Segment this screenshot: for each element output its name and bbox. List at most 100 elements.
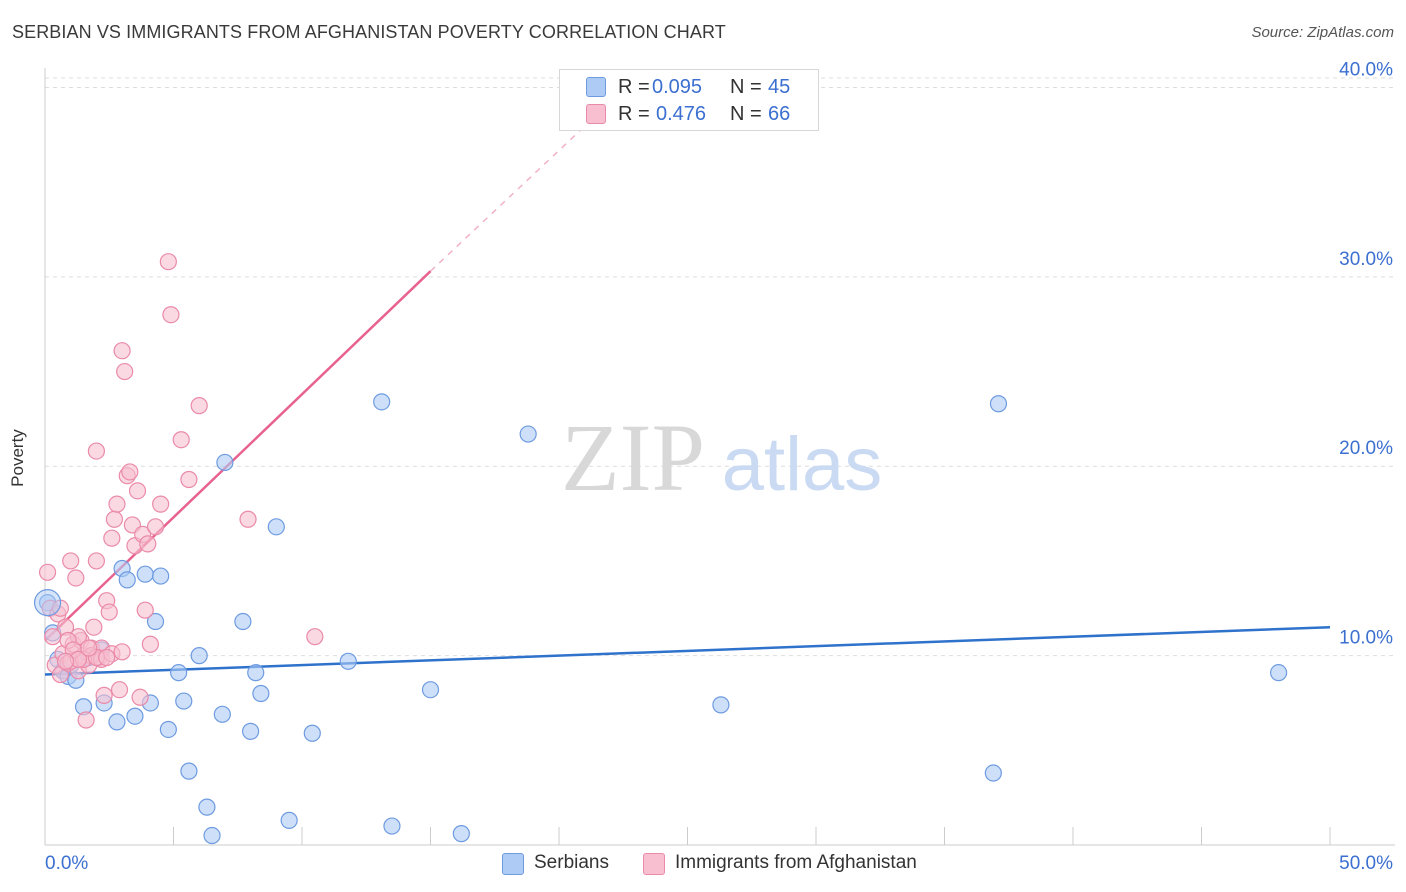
y-tick-label: 30.0% xyxy=(1339,249,1393,270)
afghan-point xyxy=(87,552,106,570)
serbian-point xyxy=(159,720,177,739)
serbians-n-key: N = xyxy=(730,76,762,98)
serbian-point xyxy=(152,567,170,585)
afghan-point xyxy=(98,648,116,667)
serbians-r-value: 0.095 xyxy=(652,76,703,98)
watermark: ZIP atlas xyxy=(561,404,882,511)
afghan-point xyxy=(116,362,134,381)
afghan-point xyxy=(136,601,154,619)
y-tick-label: 10.0% xyxy=(1339,628,1393,649)
afghan-legend-swatch xyxy=(643,853,665,875)
axes xyxy=(44,68,1395,846)
y-tick-label: 20.0% xyxy=(1339,438,1393,459)
afghan-point xyxy=(108,495,126,513)
serbian-point xyxy=(108,713,126,731)
afghan-r-key: R = xyxy=(618,103,650,125)
afghan-point xyxy=(190,397,208,415)
serbian-point xyxy=(373,393,391,411)
afghan-point xyxy=(113,643,131,661)
serbian-point xyxy=(519,425,537,443)
afghan-point xyxy=(141,635,159,653)
serbians-r-key: R = xyxy=(618,76,650,98)
afghan-point xyxy=(67,569,85,587)
serbian-point xyxy=(247,664,265,682)
serbian-point xyxy=(213,705,231,723)
afghan-point xyxy=(87,442,106,460)
x-tick-label: 0.0% xyxy=(45,853,88,874)
afghan-point xyxy=(159,253,177,271)
trend-lines xyxy=(44,77,1331,676)
serbian-point xyxy=(989,395,1008,413)
afghan-legend-label: Immigrants from Afghanistan xyxy=(675,852,917,873)
serbian-point xyxy=(234,612,252,631)
serbian-point xyxy=(118,571,136,589)
serbians-legend-swatch xyxy=(502,853,524,875)
serbians-trend-line xyxy=(44,625,1331,676)
y-tick-label: 40.0% xyxy=(1339,59,1393,80)
serbian-point xyxy=(33,588,62,617)
serbian-point xyxy=(383,817,401,835)
afghan-point xyxy=(85,618,103,636)
serbian-point xyxy=(175,692,193,710)
tick-labels: 10.0% 20.0% 30.0% 40.0% 0.0% 50.0% xyxy=(45,59,1393,874)
x-tick-label: 50.0% xyxy=(1339,853,1393,874)
afghan-point xyxy=(131,688,149,706)
afghan-point xyxy=(162,306,180,324)
serbian-point xyxy=(421,681,440,699)
watermark-zip: ZIP xyxy=(561,404,705,511)
afghan-point xyxy=(110,681,129,699)
serbian-point xyxy=(216,453,234,472)
afghan-trend-line xyxy=(44,270,432,642)
afghan-point xyxy=(121,463,139,481)
afghan-n-key: N = xyxy=(730,103,762,125)
source-credit: Source: ZipAtlas.com xyxy=(1251,24,1394,41)
afghan-point xyxy=(152,495,170,513)
afghan-swatch xyxy=(586,104,606,124)
serbian-point xyxy=(198,798,216,816)
serbian-point xyxy=(280,811,298,829)
serbian-point xyxy=(180,762,198,780)
y-axis-label: Poverty xyxy=(8,429,27,487)
serbians-legend-label: Serbians xyxy=(534,852,609,873)
afghan-point xyxy=(100,603,118,621)
serbian-point xyxy=(452,825,470,843)
serbian-point xyxy=(339,652,357,670)
afghan-point xyxy=(56,652,75,670)
afghan-point xyxy=(172,431,190,449)
serbian-point xyxy=(1269,664,1288,682)
serbian-point xyxy=(136,565,154,583)
afghan-r-value: 0.476 xyxy=(656,103,707,125)
serbian-point xyxy=(203,826,221,845)
serbian-point xyxy=(984,764,1002,782)
stats-row-afghan: R = 0.476 N = 66 xyxy=(560,102,818,128)
serbian-point xyxy=(712,696,730,714)
afghan-point xyxy=(38,563,57,581)
afghan-point xyxy=(113,342,131,360)
afghan-point xyxy=(146,518,165,536)
afghan-point xyxy=(103,529,121,547)
stats-row-serbians: R = 0.095 N = 45 xyxy=(560,75,818,101)
serbian-point xyxy=(242,722,260,740)
afghan-n-value: 66 xyxy=(768,103,791,125)
serbian-point xyxy=(267,518,285,536)
afghan-point xyxy=(77,711,95,729)
serbian-point xyxy=(190,647,208,665)
serbian-point xyxy=(126,707,144,725)
watermark-atlas: atlas xyxy=(722,422,883,507)
afghan-point xyxy=(95,686,113,704)
serbian-point xyxy=(303,724,321,742)
serbian-point xyxy=(170,664,188,682)
data-points xyxy=(33,253,1288,845)
afghan-point xyxy=(62,552,80,570)
chart-title: SERBIAN VS IMMIGRANTS FROM AFGHANISTAN P… xyxy=(12,22,726,42)
afghan-point xyxy=(105,510,123,528)
serbian-point xyxy=(252,684,270,703)
stats-box: R = 0.095 N = 45 R = 0.476 N = 66 xyxy=(559,69,819,131)
afghan-point xyxy=(128,482,147,500)
serbians-swatch xyxy=(586,77,606,97)
afghan-point xyxy=(180,470,198,489)
afghan-point xyxy=(306,628,324,646)
afghan-point xyxy=(80,639,98,657)
afghan-point xyxy=(239,510,257,528)
